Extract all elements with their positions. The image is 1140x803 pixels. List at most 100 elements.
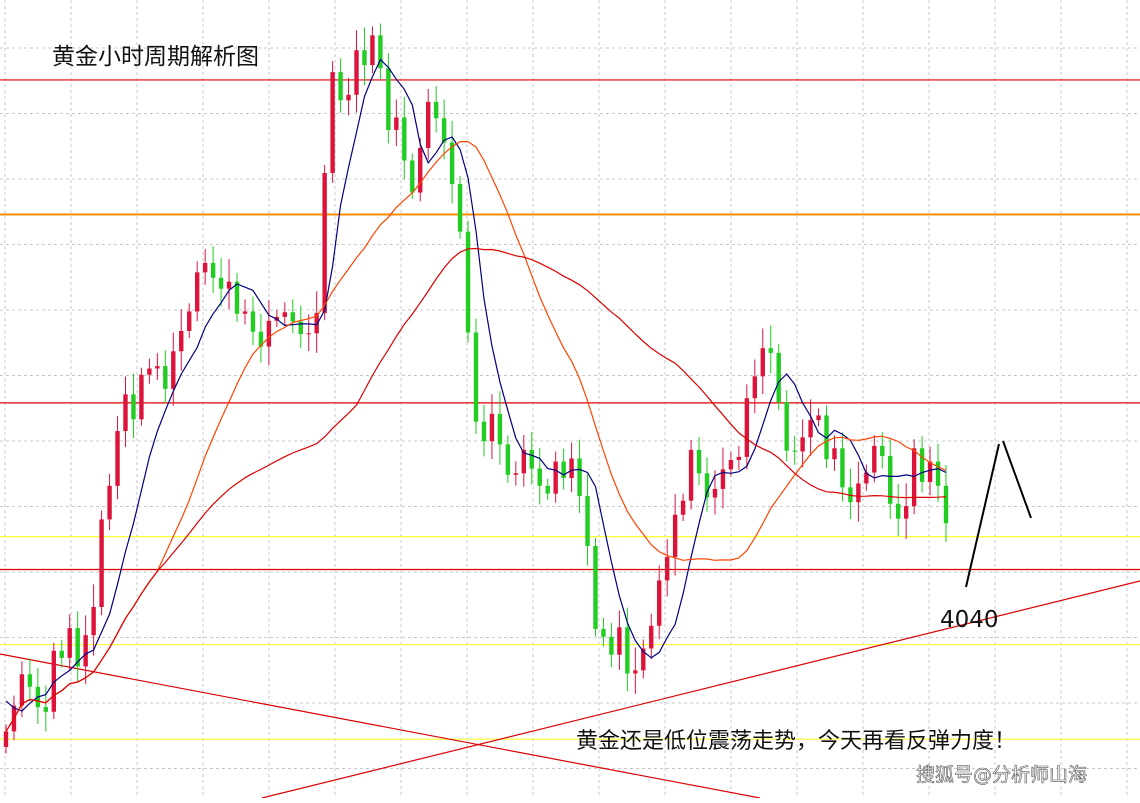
candle-body xyxy=(816,415,821,421)
candle-body xyxy=(306,333,311,335)
candle-body xyxy=(171,351,176,389)
projection-up-leg xyxy=(965,443,1000,588)
candle-body xyxy=(545,485,550,494)
candle-body xyxy=(768,348,773,353)
candle-body xyxy=(163,366,168,389)
candle-body xyxy=(441,118,447,143)
candle-body xyxy=(704,473,710,498)
trend-lines xyxy=(0,580,1140,799)
candle-body xyxy=(402,117,407,161)
horizontal-levels xyxy=(0,79,1140,740)
candle-body xyxy=(3,731,9,747)
candle-body xyxy=(657,580,662,626)
candle-body xyxy=(338,72,343,101)
candle-body xyxy=(720,469,726,489)
candle-body xyxy=(664,556,670,581)
candle-body xyxy=(226,281,232,289)
candle-body xyxy=(346,94,351,101)
candle-body xyxy=(179,330,184,352)
candle-body xyxy=(481,421,487,442)
candle-body xyxy=(362,50,367,66)
candle-body xyxy=(290,312,295,322)
candle-body xyxy=(115,431,120,486)
candle-body xyxy=(91,607,96,636)
candle-body xyxy=(696,449,702,474)
chart-title: 黄金小时周期解析图 xyxy=(52,44,259,70)
candle-body xyxy=(465,231,471,333)
candle-body xyxy=(633,670,638,674)
candle-body xyxy=(808,420,813,438)
candle-body xyxy=(927,461,933,482)
candle-body xyxy=(386,68,391,130)
candle-body xyxy=(513,473,519,475)
candle-body xyxy=(322,173,327,313)
ma-slow-line xyxy=(5,247,947,732)
candle-body xyxy=(83,635,88,667)
candle-body xyxy=(919,448,925,482)
candle-body xyxy=(266,320,272,347)
candle-body xyxy=(282,312,288,317)
ma-fast-line xyxy=(5,58,947,712)
candle-body xyxy=(202,262,208,273)
candle-body xyxy=(147,368,152,375)
candle-body xyxy=(577,458,582,496)
candle-body xyxy=(561,461,566,478)
candle-body xyxy=(864,472,869,484)
candle-body xyxy=(840,448,845,488)
candle-body xyxy=(856,483,861,503)
candle-body xyxy=(832,448,837,460)
candle-body xyxy=(354,50,359,95)
candle-body xyxy=(433,101,439,119)
candle-body xyxy=(75,628,80,667)
candle-body xyxy=(792,450,797,452)
candle-body xyxy=(497,413,503,445)
candle-body xyxy=(218,277,224,289)
candle-body xyxy=(314,312,319,334)
candle-body xyxy=(155,366,160,369)
watermark: 搜狐号@分析师山海 xyxy=(916,764,1087,786)
candle-body xyxy=(784,402,789,451)
candle-body xyxy=(489,413,495,442)
candle-body xyxy=(473,332,479,422)
candle-body xyxy=(210,262,216,278)
candle-body xyxy=(426,101,431,148)
candle-body xyxy=(418,147,423,193)
candle-body xyxy=(298,321,303,335)
candle-body xyxy=(67,628,72,658)
candle-body xyxy=(521,449,526,474)
candle-body xyxy=(903,506,909,519)
candle-body xyxy=(242,311,248,314)
candle-body xyxy=(593,546,598,629)
candle-body xyxy=(712,488,718,498)
candle-body xyxy=(330,72,335,174)
candle-body xyxy=(99,519,104,608)
candle-body xyxy=(187,311,192,331)
moving-averages xyxy=(5,58,947,732)
candle-body xyxy=(59,650,64,658)
candle-body xyxy=(680,500,686,515)
candle-body xyxy=(776,352,781,403)
projection-down-leg xyxy=(1002,440,1032,519)
candle-body xyxy=(943,485,949,524)
candle-body xyxy=(872,445,877,473)
candle-body xyxy=(107,485,112,520)
candle-body xyxy=(617,627,622,655)
candle-body xyxy=(250,311,256,332)
candle-body xyxy=(760,348,765,377)
candle-body xyxy=(139,374,144,420)
candle-body xyxy=(880,445,885,457)
candle-body xyxy=(896,503,901,519)
candle-body xyxy=(736,456,742,460)
candle-body xyxy=(911,448,917,507)
candle-body xyxy=(529,449,534,469)
candle-body xyxy=(752,376,758,399)
candle-body xyxy=(378,35,383,69)
projection-zigzag xyxy=(965,440,1032,588)
commentary-text: 黄金还是低位震荡走势，今天再看反弹力度！ xyxy=(576,729,1016,754)
candle-body xyxy=(449,142,455,184)
candle-body xyxy=(43,707,49,712)
candle-body xyxy=(123,394,128,432)
candle-body xyxy=(728,459,734,470)
